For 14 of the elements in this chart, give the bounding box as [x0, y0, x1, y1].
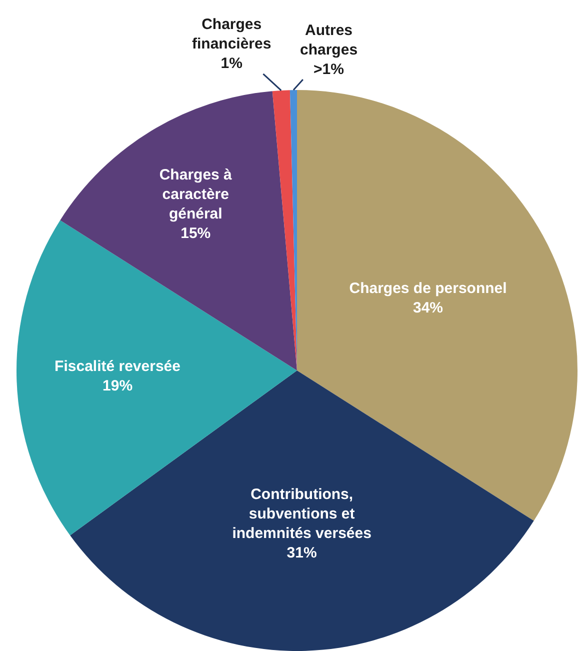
slice-label: Charges de personnel: [349, 280, 507, 298]
slice-label: Charges financières: [192, 16, 272, 52]
data-label: 1%: [220, 55, 242, 72]
data-label: 15%: [180, 225, 211, 242]
slice-label: Contributions, subventions et indemnités versées: [232, 486, 372, 542]
data-label: >1%: [314, 61, 344, 78]
slice-label: Fiscalité reversée: [54, 358, 180, 375]
data-label: 34%: [412, 300, 444, 317]
data-label: 19%: [102, 377, 133, 394]
pie-slice: [70, 370, 534, 651]
data-label: 31%: [286, 544, 317, 562]
slice-label: Charges à caractère général: [159, 166, 233, 223]
slice-label: Autres charges: [300, 22, 358, 58]
pie-slice: [272, 90, 297, 370]
